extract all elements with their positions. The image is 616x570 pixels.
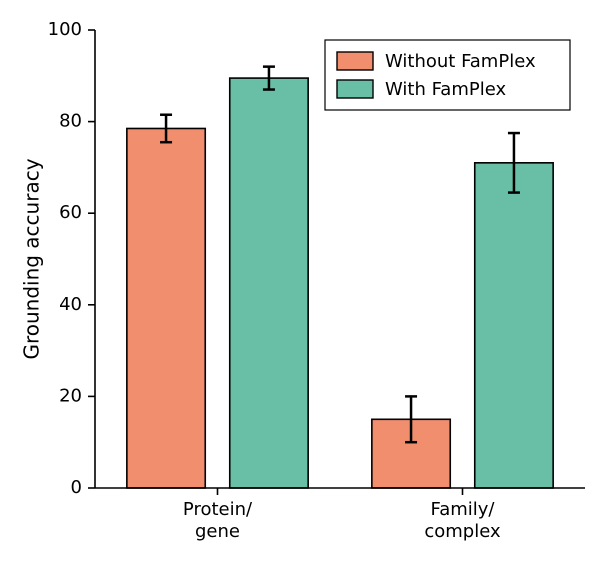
- chart-container: 0 20 40 60 80 100 Grounding accuracy Protein/ge…: [0, 0, 616, 570]
- bar-chart: 0 20 40 60 80 100 Grounding accuracy Protein/ge…: [0, 0, 616, 570]
- x-tick-label: gene: [195, 521, 240, 542]
- y-tick-label: 20: [59, 385, 82, 406]
- legend-swatch: [337, 80, 373, 98]
- x-tick-label: Protein/: [183, 499, 253, 520]
- y-tick-label: 100: [48, 19, 82, 40]
- y-axis-label: Grounding accuracy: [20, 158, 44, 359]
- bar: [230, 78, 308, 488]
- y-tick-label: 40: [59, 294, 82, 315]
- x-tick-label: Family/: [431, 499, 496, 520]
- y-tick-label: 0: [71, 477, 82, 498]
- legend-swatch: [337, 52, 373, 70]
- bar: [475, 163, 553, 488]
- x-tick-label: complex: [424, 521, 501, 542]
- bar: [127, 128, 205, 488]
- legend-label: Without FamPlex: [385, 51, 536, 72]
- y-tick-label: 80: [59, 111, 82, 132]
- y-tick-label: 60: [59, 202, 82, 223]
- legend-label: With FamPlex: [385, 79, 506, 100]
